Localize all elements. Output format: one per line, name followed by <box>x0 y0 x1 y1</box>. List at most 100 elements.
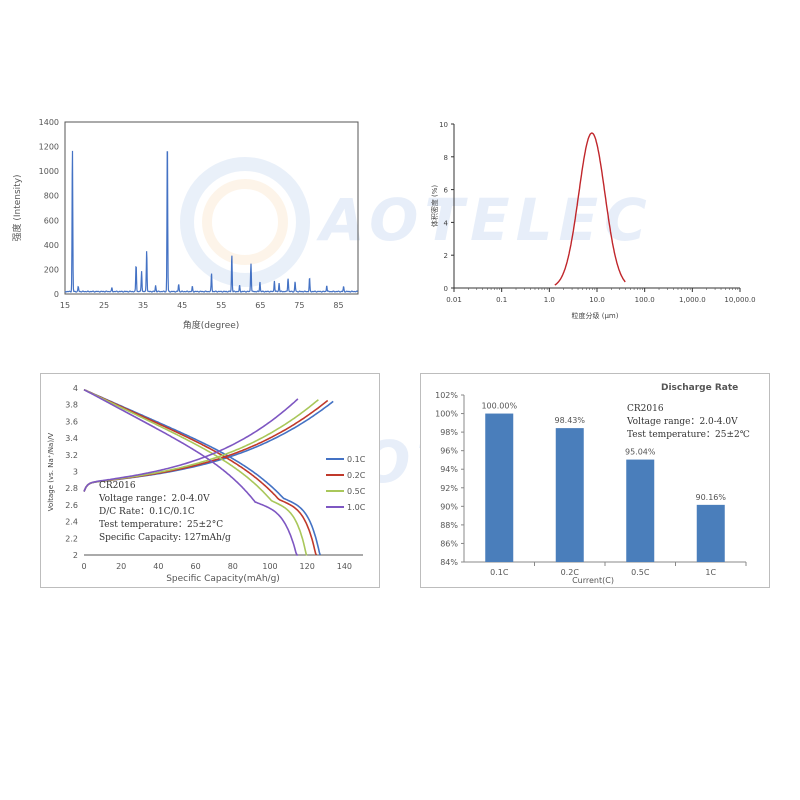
dr-y-tick-label: 92% <box>440 484 458 493</box>
dr-annotation-line: Test temperature：25±2℃ <box>627 430 750 440</box>
cd-legend-label: 0.1C <box>347 455 366 464</box>
particle-size-chart: 0 2 4 6 8 10 0.01 0.1 1.0 10.0 100.0 1,000.0 10,000… <box>405 110 775 340</box>
cd-discharge-curve-1.0C <box>83 389 298 556</box>
dr-x-tick-label: 0.2C <box>561 568 580 577</box>
xrd-x-tick-label: 35 <box>138 301 148 310</box>
psd-y-tick-label: 0 <box>444 285 448 293</box>
psd-y-label: 体积密度 (%) <box>430 185 439 228</box>
cd-discharge-curve-0.2C <box>83 388 318 556</box>
cd-annotation-line: CR2016 <box>99 481 136 491</box>
cd-y-label: Voltage (vs. Na⁺/Na)/V <box>47 433 55 512</box>
dr-y-tick-label: 94% <box>440 465 458 474</box>
cd-y-tick-label: 3.8 <box>65 401 78 410</box>
psd-y-tick-label: 10 <box>439 121 448 129</box>
xrd-y-label: 强度 (Intensity) <box>11 174 23 241</box>
discharge-rate-chart: Discharge Rate 84% 86% 88% 90% 92% 94% 96% 98% 1… <box>420 373 770 588</box>
dr-title: Discharge Rate <box>661 383 738 393</box>
cd-y-tick-label: 3.2 <box>65 451 78 460</box>
xrd-y-tick-label: 600 <box>44 216 59 225</box>
dr-y-tick-label: 86% <box>440 539 458 548</box>
xrd-chart: 0 200 400 600 800 1000 1200 1400 15 25 35 45 55 65 75… <box>0 110 380 340</box>
xrd-x-label: 角度(degree) <box>183 319 240 331</box>
xrd-x-tick-label: 45 <box>177 301 187 310</box>
cd-y-tick-label: 3 <box>73 468 78 477</box>
dr-x-label: Current(C) <box>572 576 614 585</box>
dr-y-tick-label: 100% <box>435 410 458 419</box>
cd-legend-label: 0.2C <box>347 471 366 480</box>
psd-y-tick-label: 2 <box>444 252 448 260</box>
xrd-y-tick-label: 800 <box>44 192 59 201</box>
dr-bar-value-label: 90.16% <box>695 493 726 502</box>
psd-x-tick-label: 1,000.0 <box>679 296 706 304</box>
cd-x-label: Specific Capacity(mAh/g) <box>166 574 280 584</box>
cd-x-tick-label: 120 <box>300 562 315 571</box>
cd-legend-label: 0.5C <box>347 487 366 496</box>
dr-bar-value-label: 98.43% <box>554 416 585 425</box>
xrd-chart-svg: 0 200 400 600 800 1000 1200 1400 15 25 35 45 55 65 75… <box>11 118 359 331</box>
dr-y-tick-label: 84% <box>440 558 458 567</box>
dr-bar-value-label: 100.00% <box>481 402 517 411</box>
dr-x-tick-label: 0.5C <box>631 568 650 577</box>
cd-x-tick-label: 100 <box>262 562 277 571</box>
cd-y-tick-label: 2 <box>73 551 78 560</box>
xrd-pattern-line <box>64 150 359 293</box>
xrd-y-tick-label: 0 <box>54 290 59 299</box>
cd-charge-curve-1.0C <box>83 398 299 492</box>
psd-distribution-curve <box>554 132 626 286</box>
dr-y-tick-label: 96% <box>440 447 458 456</box>
cd-annotation-line: Test temperature：25±2°C <box>99 520 223 530</box>
cd-chart-svg: 2 2.2 2.4 2.6 2.8 3 3.2 3.4 3.6 3.8 4 0 20 40 60 80 100… <box>47 384 366 584</box>
xrd-x-tick-label: 85 <box>333 301 343 310</box>
dr-annotation-line: CR2016 <box>627 404 664 414</box>
dr-y-tick-label: 98% <box>440 428 458 437</box>
dr-y-tick-label: 88% <box>440 521 458 530</box>
charge-discharge-chart: 2 2.2 2.4 2.6 2.8 3 3.2 3.4 3.6 3.8 4 0 20 40 60 80 100… <box>40 373 380 588</box>
cd-x-tick-label: 140 <box>337 562 352 571</box>
psd-x-tick-label: 0.1 <box>496 296 507 304</box>
dr-chart-svg: Discharge Rate 84% 86% 88% 90% 92% 94% 96% 98% 1… <box>435 383 750 585</box>
psd-y-tick-label: 6 <box>444 187 449 195</box>
xrd-y-tick-label: 1000 <box>39 167 59 176</box>
cd-legend-label: 1.0C <box>347 503 366 512</box>
xrd-x-tick-label: 65 <box>255 301 265 310</box>
xrd-x-tick-label: 55 <box>216 301 226 310</box>
dr-y-tick-label: 90% <box>440 502 458 511</box>
xrd-y-tick-label: 400 <box>44 241 59 250</box>
cd-annotation-line: Specific Capacity: 127mAh/g <box>99 533 231 543</box>
psd-x-tick-label: 0.01 <box>446 296 462 304</box>
cd-x-tick-label: 80 <box>228 562 238 571</box>
cd-y-tick-label: 2.6 <box>65 501 78 510</box>
dr-bar-value-label: 95.04% <box>625 448 656 457</box>
xrd-plot-frame <box>64 121 359 295</box>
dr-bar-0.2C <box>555 428 584 562</box>
dr-annotation-line: Voltage range：2.0-4.0V <box>626 417 738 427</box>
psd-chart-svg: 0 2 4 6 8 10 0.01 0.1 1.0 10.0 100.0 1,000.0 10,000… <box>430 121 756 320</box>
cd-x-tick-label: 20 <box>116 562 126 571</box>
xrd-x-tick-label: 15 <box>60 301 70 310</box>
cd-discharge-curve-0.1C <box>83 388 321 556</box>
dr-x-tick-label: 0.1C <box>490 568 509 577</box>
xrd-y-tick-label: 200 <box>44 265 59 274</box>
cd-annotation-line: Voltage range：2.0-4.0V <box>98 494 210 504</box>
psd-y-tick-label: 4 <box>444 219 449 227</box>
dr-bar-0.1C <box>485 413 514 562</box>
cd-y-tick-label: 3.4 <box>65 434 78 443</box>
psd-x-tick-label: 1.0 <box>544 296 555 304</box>
cd-x-tick-label: 60 <box>191 562 201 571</box>
cd-y-tick-label: 4 <box>73 384 78 393</box>
cd-discharge-curve-0.5C <box>83 388 308 556</box>
cd-x-tick-label: 40 <box>153 562 163 571</box>
cd-annotation-line: D/C Rate：0.1C/0.1C <box>99 507 195 517</box>
psd-x-tick-label: 10.0 <box>589 296 605 304</box>
psd-y-tick-label: 8 <box>444 154 448 162</box>
cd-y-tick-label: 3.6 <box>65 417 78 426</box>
xrd-y-tick-label: 1200 <box>39 143 59 152</box>
dr-x-tick-label: 1C <box>705 568 716 577</box>
xrd-x-tick-label: 25 <box>99 301 109 310</box>
dr-bar-1C <box>696 504 725 562</box>
xrd-y-tick-label: 1400 <box>39 118 59 127</box>
dr-y-tick-label: 102% <box>435 391 458 400</box>
psd-x-tick-label: 10,000.0 <box>724 296 755 304</box>
psd-x-label: 粒度分级 (μm) <box>572 311 619 320</box>
cd-y-tick-label: 2.4 <box>65 518 78 527</box>
